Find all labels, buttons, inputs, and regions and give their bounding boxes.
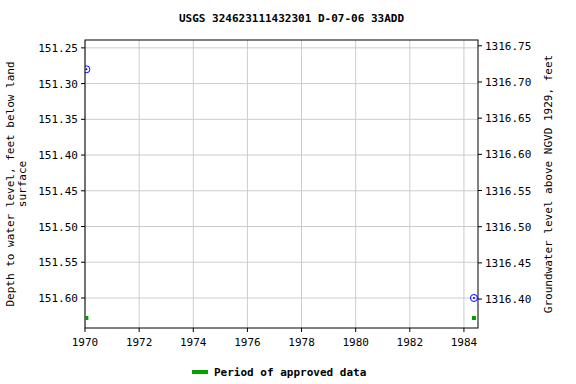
data-group bbox=[85, 66, 477, 320]
tick bbox=[478, 262, 482, 263]
tick bbox=[247, 328, 248, 332]
legend-swatch bbox=[192, 370, 208, 374]
tick bbox=[139, 328, 140, 332]
tick bbox=[478, 226, 482, 227]
tick-label: 1316.55 bbox=[485, 185, 531, 198]
tick-label: 1316.60 bbox=[485, 148, 531, 161]
grid-line bbox=[85, 297, 478, 298]
y-axis-label: surface bbox=[16, 161, 29, 207]
grid-line bbox=[85, 47, 478, 48]
tick-label: 1970 bbox=[72, 336, 99, 349]
tick-label: 1972 bbox=[126, 336, 153, 349]
plot-frame bbox=[85, 40, 478, 328]
tick-label: 151.40 bbox=[38, 149, 78, 162]
tick bbox=[355, 328, 356, 332]
tick-label: 1978 bbox=[288, 336, 315, 349]
tick bbox=[81, 155, 85, 156]
tick-label: 1976 bbox=[234, 336, 261, 349]
tick-label: 151.25 bbox=[38, 42, 78, 55]
tick bbox=[478, 118, 482, 119]
approved-mark bbox=[85, 316, 88, 320]
tick bbox=[81, 297, 85, 298]
tick bbox=[85, 328, 86, 332]
background bbox=[0, 0, 576, 384]
tick-label: 1316.50 bbox=[485, 221, 531, 234]
title: USGS 324623111432301 D-07-06 33ADD bbox=[179, 12, 405, 25]
tick-label: 1316.75 bbox=[485, 40, 531, 53]
tick bbox=[478, 81, 482, 82]
tick-label: 1984 bbox=[451, 336, 478, 349]
tick-label: 1316.45 bbox=[485, 257, 531, 270]
tick bbox=[478, 299, 482, 300]
tick-label: 151.45 bbox=[38, 185, 78, 198]
data-point bbox=[85, 66, 90, 73]
tick bbox=[81, 119, 85, 120]
tick-label: 1974 bbox=[180, 336, 207, 349]
tick-label: 1980 bbox=[342, 336, 369, 349]
grid-line bbox=[85, 226, 478, 227]
tick bbox=[81, 83, 85, 84]
data-point-center bbox=[85, 68, 87, 70]
chart: USGS 324623111432301 D-07-06 33ADD 1970 19… bbox=[0, 0, 576, 384]
tick bbox=[193, 328, 194, 332]
tick-label: 1316.40 bbox=[485, 293, 531, 306]
data-point-center bbox=[473, 297, 475, 299]
grid-line bbox=[85, 83, 478, 84]
tick bbox=[463, 328, 464, 332]
tick bbox=[301, 328, 302, 332]
legend-label: Period of approved data bbox=[214, 366, 366, 379]
grid-line bbox=[85, 155, 478, 156]
tick bbox=[409, 328, 410, 332]
data-point bbox=[470, 294, 477, 301]
tick-label: 151.60 bbox=[38, 292, 78, 305]
tick bbox=[478, 45, 482, 46]
tick bbox=[478, 154, 482, 155]
grid-line bbox=[85, 119, 478, 120]
approved-mark bbox=[472, 316, 476, 320]
tick bbox=[81, 190, 85, 191]
tick bbox=[81, 226, 85, 227]
tick bbox=[478, 190, 482, 191]
tick-label: 1316.70 bbox=[485, 76, 531, 89]
grid-line bbox=[85, 190, 478, 191]
tick-label: 151.50 bbox=[38, 221, 78, 234]
tick-label: 151.30 bbox=[38, 78, 78, 91]
tick bbox=[81, 262, 85, 263]
tick-label: 151.55 bbox=[38, 256, 78, 269]
tick-label: 1982 bbox=[397, 336, 424, 349]
tick bbox=[81, 47, 85, 48]
tick-label: 1316.65 bbox=[485, 112, 531, 125]
tick-label: 151.35 bbox=[38, 113, 78, 126]
y2-axis-label: Groundwater level above NGVD 1929, feet bbox=[542, 55, 555, 313]
grid-line bbox=[85, 262, 478, 263]
